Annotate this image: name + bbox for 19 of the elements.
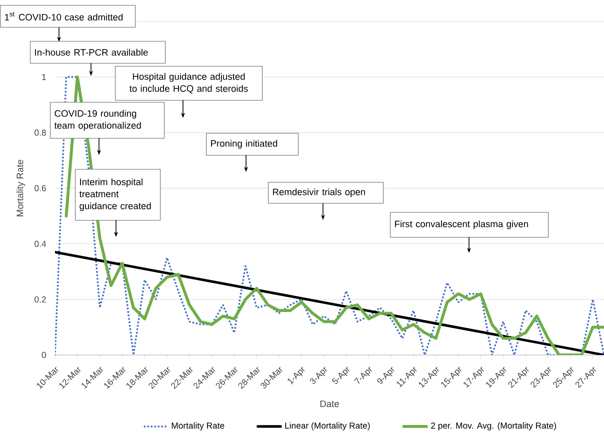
legend-label: Mortality Rate	[172, 422, 224, 430]
annotation: Hospital guidance adjusted to include HCQ and steroids	[130, 73, 248, 94]
legend-label: 2 per. Mov. Avg. (Mortality Rate)	[431, 422, 556, 430]
legend-label: Linear (Mortality Rate)	[285, 422, 370, 430]
text: 1$^{st}$ COVID-10 case admitted	[4, 12, 123, 20]
y-tick-label: 0	[42, 352, 46, 358]
annotation: COVID-19 rounding team operationalized	[54, 110, 141, 131]
y-tick-label: 0.6	[34, 185, 46, 192]
annotation: Remdesivir trials open	[273, 188, 365, 198]
y-tick-label: 0.2	[34, 296, 46, 302]
y-tick-label: 1	[42, 74, 46, 80]
annotation: Interim hospital treatment guidance created	[79, 178, 151, 212]
x-axis-title: Date	[320, 400, 339, 408]
annotation: Proning initiated	[211, 140, 278, 149]
y-axis-title: Mortality Rate	[16, 160, 26, 216]
annotation: In-house RT-PCR available	[35, 48, 148, 56]
y-tick-label: 0.8	[34, 130, 46, 136]
annotation: First convalescent plasma given	[395, 220, 528, 230]
y-tick-label: 0.4	[34, 240, 46, 247]
